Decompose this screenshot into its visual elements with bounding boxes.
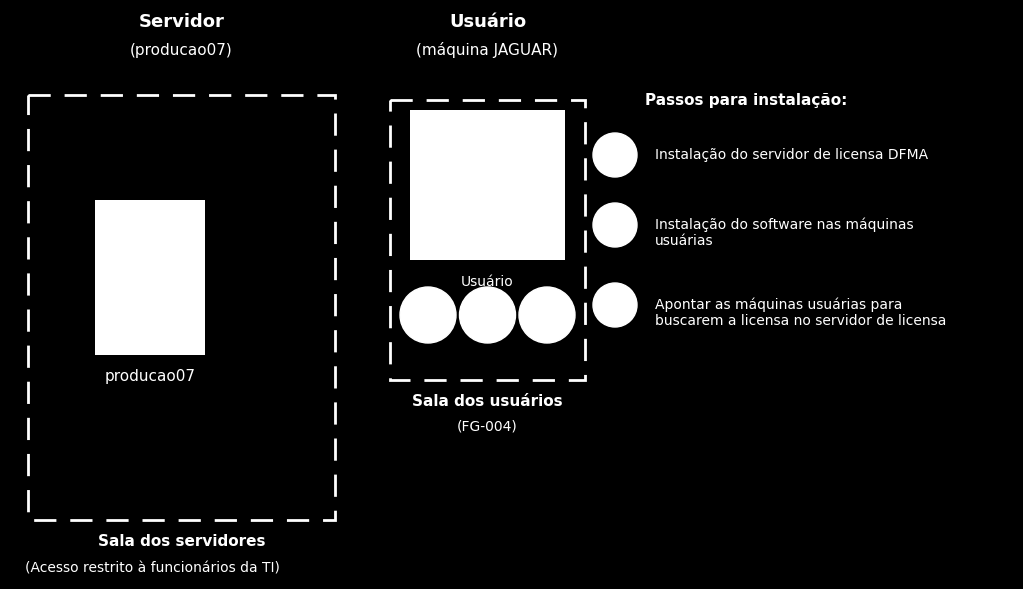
Circle shape xyxy=(593,133,637,177)
Text: Usuário: Usuário xyxy=(461,275,514,289)
Text: (FG-004): (FG-004) xyxy=(457,419,518,433)
Text: (Acesso restrito à funcionários da TI): (Acesso restrito à funcionários da TI) xyxy=(25,561,280,575)
Text: Instalação do software nas máquinas
usuárias: Instalação do software nas máquinas usuá… xyxy=(655,217,914,248)
Bar xyxy=(95,200,205,355)
Text: Sala dos servidores: Sala dos servidores xyxy=(98,534,265,550)
Text: Sala dos usuários: Sala dos usuários xyxy=(412,395,563,409)
Text: (máquina JAGUAR): (máquina JAGUAR) xyxy=(416,42,559,58)
Bar xyxy=(390,100,585,380)
Text: Apontar as máquinas usuárias para
buscarem a licensa no servidor de licensa: Apontar as máquinas usuárias para buscar… xyxy=(655,297,946,327)
Circle shape xyxy=(593,283,637,327)
Bar xyxy=(410,110,565,260)
Text: Instalação do servidor de licensa DFMA: Instalação do servidor de licensa DFMA xyxy=(655,148,928,162)
Text: Passos para instalação:: Passos para instalação: xyxy=(644,92,847,108)
Circle shape xyxy=(459,287,516,343)
Text: Servidor: Servidor xyxy=(138,13,224,31)
Circle shape xyxy=(593,203,637,247)
Text: Usuário: Usuário xyxy=(449,13,526,31)
Text: (producao07): (producao07) xyxy=(130,42,233,58)
Circle shape xyxy=(400,287,456,343)
Bar xyxy=(28,95,335,520)
Text: producao07: producao07 xyxy=(104,369,195,385)
Circle shape xyxy=(519,287,575,343)
